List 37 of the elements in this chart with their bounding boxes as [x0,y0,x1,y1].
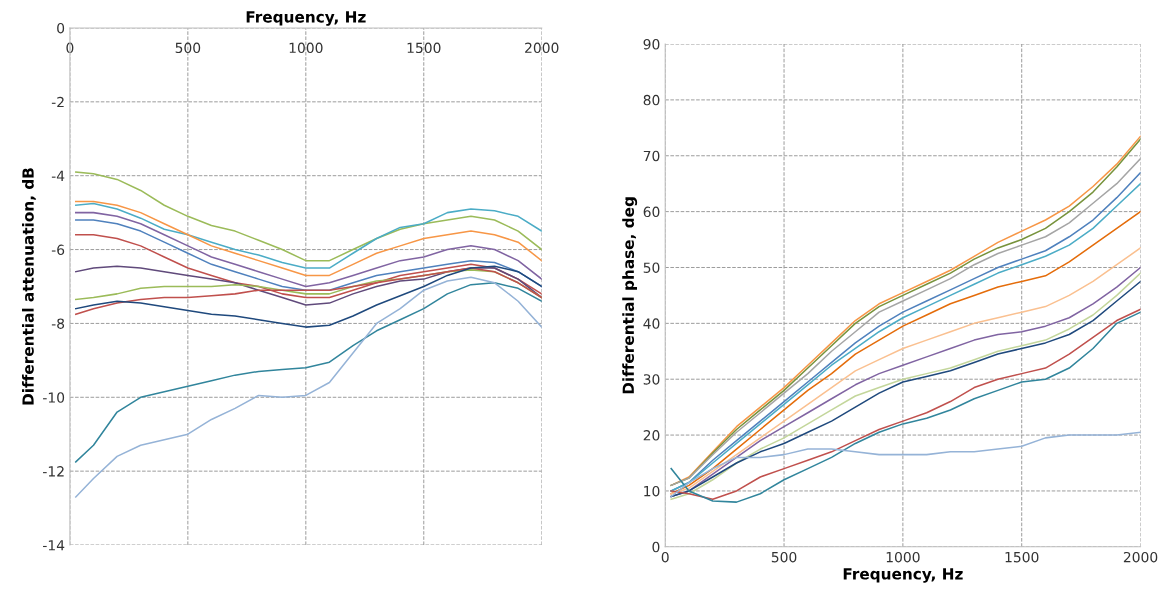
x-axis-title: Frequency, Hz [246,11,366,26]
y-tick-label: 0 [57,22,65,34]
y-tick-label: 20 [643,430,660,441]
line-series [75,282,542,463]
y-tick-label: 70 [643,150,660,162]
x-tick-label: 1000 [289,42,323,54]
x-tick-label: 500 [771,551,797,563]
line-series [75,276,542,498]
x-tick-label: 2000 [1123,551,1158,563]
y-tick-label: 90 [643,39,660,50]
y-tick-label: -2 [51,96,64,108]
x-tick-label: 1500 [1005,551,1039,563]
y-tick-label: -4 [51,170,65,181]
x-tick-label: 2000 [525,42,559,54]
line-series [75,265,542,328]
x-tick-label: 1000 [886,551,920,563]
y-tick-label: 80 [643,94,660,106]
y-tick-label: 30 [643,374,660,385]
x-tick-label: 0 [66,42,74,54]
y-axis-title: Differential phase, deg [622,197,638,394]
x-tick-label: 0 [661,551,669,563]
x-tick-label: 1500 [407,42,441,54]
x-tick-label: 500 [175,42,201,54]
y-tick-label: -14 [43,540,65,551]
y-tick-label: 40 [643,318,660,329]
y-tick-label: -10 [43,392,65,403]
y-tick-label: -12 [43,466,64,477]
line-series [75,171,542,262]
y-tick-label: 10 [644,485,660,497]
line-series [670,431,1141,498]
y-tick-label: 60 [643,206,660,218]
y-tick-label: 50 [643,262,660,273]
x-axis-title: Frequency, Hz [843,568,963,583]
y-tick-label: 0 [652,541,660,553]
y-tick-label: -6 [51,244,65,256]
y-axis-title: Differential attenuation, dB [22,168,36,405]
y-tick-label: -8 [51,318,65,329]
